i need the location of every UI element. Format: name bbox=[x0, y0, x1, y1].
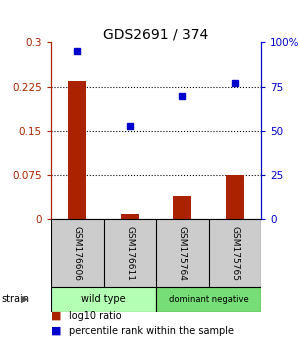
Bar bbox=[226, 175, 244, 219]
Text: dominant negative: dominant negative bbox=[169, 295, 248, 304]
Text: strain: strain bbox=[2, 294, 29, 304]
Text: ▶: ▶ bbox=[21, 294, 28, 304]
Text: wild type: wild type bbox=[81, 294, 126, 304]
Bar bbox=[121, 213, 139, 219]
Text: ■: ■ bbox=[51, 326, 62, 336]
FancyBboxPatch shape bbox=[51, 219, 261, 287]
FancyBboxPatch shape bbox=[51, 287, 156, 312]
Text: GSM175765: GSM175765 bbox=[230, 225, 239, 281]
FancyBboxPatch shape bbox=[156, 287, 261, 312]
Text: GSM176611: GSM176611 bbox=[125, 225, 134, 281]
Text: percentile rank within the sample: percentile rank within the sample bbox=[69, 326, 234, 336]
Title: GDS2691 / 374: GDS2691 / 374 bbox=[103, 27, 208, 41]
Bar bbox=[68, 81, 86, 219]
Text: ■: ■ bbox=[51, 311, 62, 321]
Bar bbox=[173, 196, 191, 219]
Text: log10 ratio: log10 ratio bbox=[69, 311, 122, 321]
Text: GSM176606: GSM176606 bbox=[73, 225, 82, 281]
Text: GSM175764: GSM175764 bbox=[178, 225, 187, 281]
